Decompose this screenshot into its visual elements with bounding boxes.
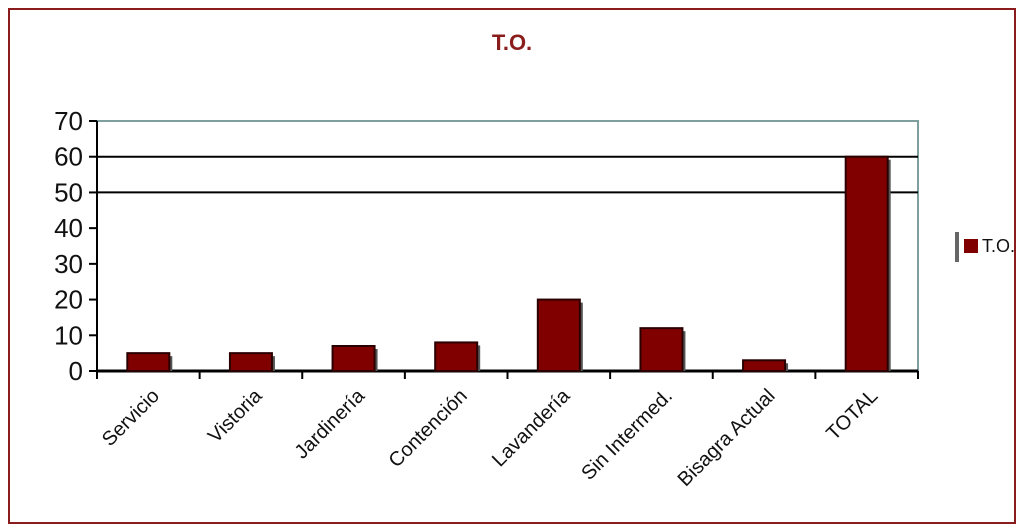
x-tick-label: Lavandería [488, 384, 575, 471]
bar [228, 352, 273, 372]
y-tick-label: 40 [54, 213, 83, 243]
legend-border [955, 232, 959, 262]
bar [742, 359, 787, 372]
plot-area [96, 120, 919, 372]
bar [434, 341, 479, 372]
x-tick-label: Contención [385, 385, 472, 472]
bar [331, 345, 376, 372]
legend-label: T.O. [982, 236, 1015, 256]
chart-title: T.O. [491, 30, 533, 55]
x-tick-label: Servicio [98, 385, 164, 451]
y-tick-label: 0 [69, 356, 83, 386]
y-tick-label: 20 [54, 285, 83, 315]
legend-swatch [964, 239, 978, 253]
y-tick-label: 70 [54, 106, 83, 136]
bar [536, 298, 581, 373]
y-tick-label: 50 [54, 177, 83, 207]
x-tick-label: Sin Intermed. [577, 385, 677, 485]
bar [844, 155, 889, 372]
x-tick-label: Bisagra Actual [674, 385, 780, 491]
x-tick-label: TOTAL [822, 385, 882, 445]
y-tick-label: 60 [54, 142, 83, 172]
x-tick-label: Jardinería [291, 384, 370, 463]
bar [126, 352, 171, 372]
y-tick-label: 10 [54, 320, 83, 350]
x-tick-label: Vistoria [204, 384, 267, 447]
y-tick-label: 30 [54, 249, 83, 279]
bar [639, 327, 684, 372]
